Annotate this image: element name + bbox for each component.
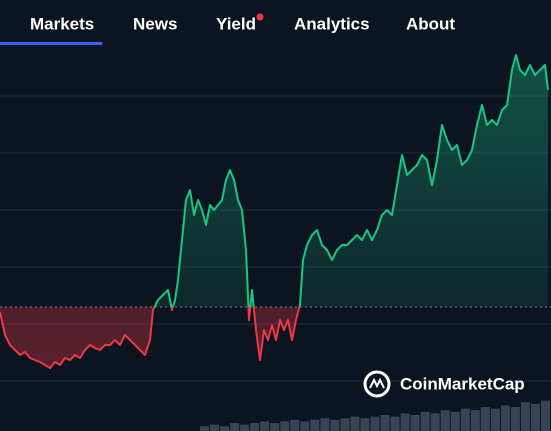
volume-bar <box>500 405 510 431</box>
logo-mark <box>369 377 385 389</box>
volume-bar <box>200 426 210 431</box>
volume-bar <box>440 410 450 431</box>
area-down <box>0 307 548 368</box>
volume-bar <box>250 423 260 431</box>
logo-icon <box>363 370 391 398</box>
volume-bar <box>430 413 440 431</box>
volume-bar <box>460 408 470 431</box>
volume-bar <box>360 418 370 431</box>
volume-bar <box>470 410 480 431</box>
volume-bar <box>390 416 400 431</box>
volume-bar <box>240 424 250 431</box>
nav-bar: Markets News Yield Analytics About <box>0 13 455 45</box>
price-line <box>153 54 549 307</box>
volume-bar <box>400 413 410 431</box>
active-underline <box>0 42 103 45</box>
volume-bar <box>540 400 550 431</box>
volume-bar <box>330 419 340 431</box>
volume-bar <box>270 423 280 431</box>
volume-bar <box>510 407 520 431</box>
volume-bar <box>260 421 270 431</box>
volume-bar <box>450 411 460 431</box>
nav-item[interactable]: Analytics <box>294 14 370 33</box>
volume-bar <box>210 424 220 431</box>
nav-item[interactable]: News <box>133 14 177 33</box>
volume-bar <box>490 408 500 431</box>
volume-bar <box>370 416 380 431</box>
volume-bar <box>520 402 530 431</box>
volume-bar <box>310 419 320 431</box>
nav-item[interactable]: Yield <box>216 14 256 33</box>
volume-bar <box>480 407 490 431</box>
volume-bar <box>410 415 420 431</box>
volume-bar <box>340 418 350 431</box>
nav-item[interactable]: About <box>406 14 455 33</box>
volume-bar <box>290 419 300 431</box>
volume-bar <box>350 416 360 431</box>
volume-bar <box>530 403 540 431</box>
volume-bar <box>220 426 230 431</box>
volume-bar <box>230 423 240 431</box>
volume-bar <box>300 421 310 431</box>
volume-bar <box>320 418 330 431</box>
notification-dot <box>256 13 264 21</box>
price-chart <box>0 54 551 431</box>
price-line <box>0 307 301 369</box>
volume-bar <box>420 411 430 431</box>
logo-text: CoinMarketCap <box>400 374 525 393</box>
area-up <box>0 55 548 307</box>
volume-bar <box>380 415 390 431</box>
nav-item[interactable]: Markets <box>30 14 94 33</box>
volume-bar <box>280 421 290 431</box>
watermark: CoinMarketCap <box>363 370 525 398</box>
